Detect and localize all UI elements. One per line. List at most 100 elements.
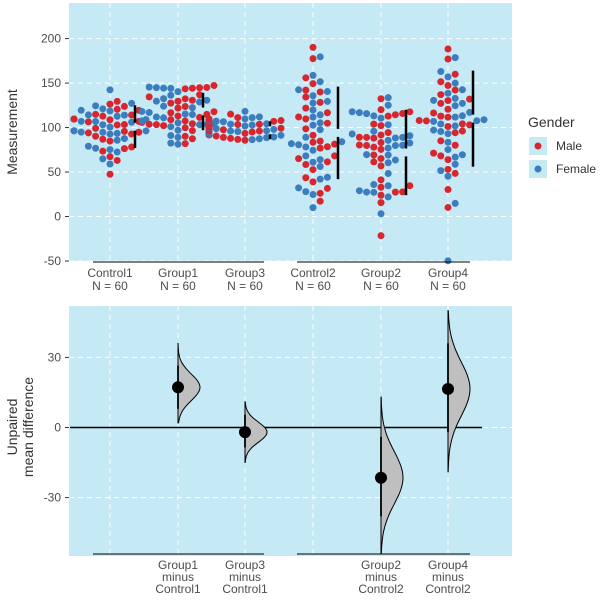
swarm-point [309,131,317,139]
swarm-point [377,191,385,199]
swarm-point [92,110,100,118]
swarm-point [370,181,378,189]
swarm-point [99,128,107,136]
swarm-point [309,113,317,121]
swarm-point [219,118,227,126]
swarm-point [227,110,235,118]
swarm-point [210,108,218,116]
swarm-point [113,112,121,120]
swarm-point [138,107,146,115]
swarm-point [451,122,459,130]
swarm-point [458,127,466,135]
swarm-point [370,143,378,151]
swarm-point [437,68,445,76]
swarm-point [106,137,114,145]
swarm-point [167,109,175,117]
swarm-point [181,102,189,110]
legend: Gender Male Female [528,114,596,178]
swarm-point [384,136,392,144]
swarm-point [309,146,317,154]
swarm-point [77,117,85,125]
swarm-point [377,155,385,163]
swarm-point [399,188,407,196]
swarm-point [422,117,430,125]
swarm-point [451,141,459,149]
swarm-point [188,127,196,135]
swarm-group-n-label: N = 60 [160,279,196,293]
swarm-point [399,133,407,141]
swarm-point [99,155,107,163]
swarm-point [167,99,175,107]
swarm-point [316,189,324,197]
swarm-point [370,158,378,166]
contrast-label-line: minus [162,570,194,584]
swarm-point [451,102,459,110]
swarm-point [263,134,271,142]
swarm-point [451,169,459,177]
swarm-point [316,144,324,152]
swarm-point [196,98,204,106]
swarm-group-n-label: N = 60 [295,279,331,293]
legend-label-male: Male [556,139,582,153]
swarm-point [444,45,452,53]
swarm-point [227,120,235,128]
swarm-point [316,88,324,96]
swarm-point [188,135,196,143]
swarm-point [113,136,121,144]
swarm-point [309,121,317,129]
swarm-point [241,115,249,123]
bootstrap-distribution [447,310,471,473]
swarm-point [377,232,385,240]
swarm-point [309,158,317,166]
swarm-point [92,124,100,132]
swarm-point [174,140,182,148]
contrast-label-line: Control2 [358,582,404,596]
swarm-point [181,95,189,103]
swarm-point [128,99,136,107]
swarm-point [384,144,392,152]
swarm-point [227,134,235,142]
swarm-point [145,120,153,128]
swarm-point [128,143,136,151]
swarm-tick-label: 200 [41,32,61,46]
swarm-point [241,122,249,130]
swarm-point [437,120,445,128]
swarm-point [323,184,331,192]
swarm-point [451,199,459,207]
swarm-point [444,55,452,63]
swarm-point [302,125,310,133]
swarm-point [248,121,256,129]
swarm-point [377,210,385,218]
swarm-point [370,188,378,196]
swarm-point [174,133,182,141]
contrast-y-axis-label-line1: Unpaired [4,399,20,456]
swarm-point [255,127,263,135]
swarm-point [406,132,414,140]
swarm-point [377,176,385,184]
swarm-point [384,159,392,167]
swarm-point [309,92,317,100]
swarm-point [219,133,227,141]
swarm-point [316,156,324,164]
swarm-point [99,147,107,155]
swarm-point [355,141,363,149]
swarm-point [84,118,92,126]
swarm-point [309,99,317,107]
swarm-point [99,105,107,113]
swarm-point [451,79,459,87]
swarm-point [316,163,324,171]
swarm-point [309,71,317,79]
swarm-point [406,108,414,116]
contrast-x-labels: Group1minusControl1Group3minusControl1Gr… [93,553,471,596]
swarm-point [430,96,438,104]
swarm-point [181,117,189,125]
swarm-point [255,135,263,143]
swarm-point [302,74,310,82]
swarm-point [181,140,189,148]
swarm-point [160,122,168,130]
swarm-point [145,93,153,101]
swarm-point [302,93,310,101]
contrast-panel-background [69,306,512,556]
